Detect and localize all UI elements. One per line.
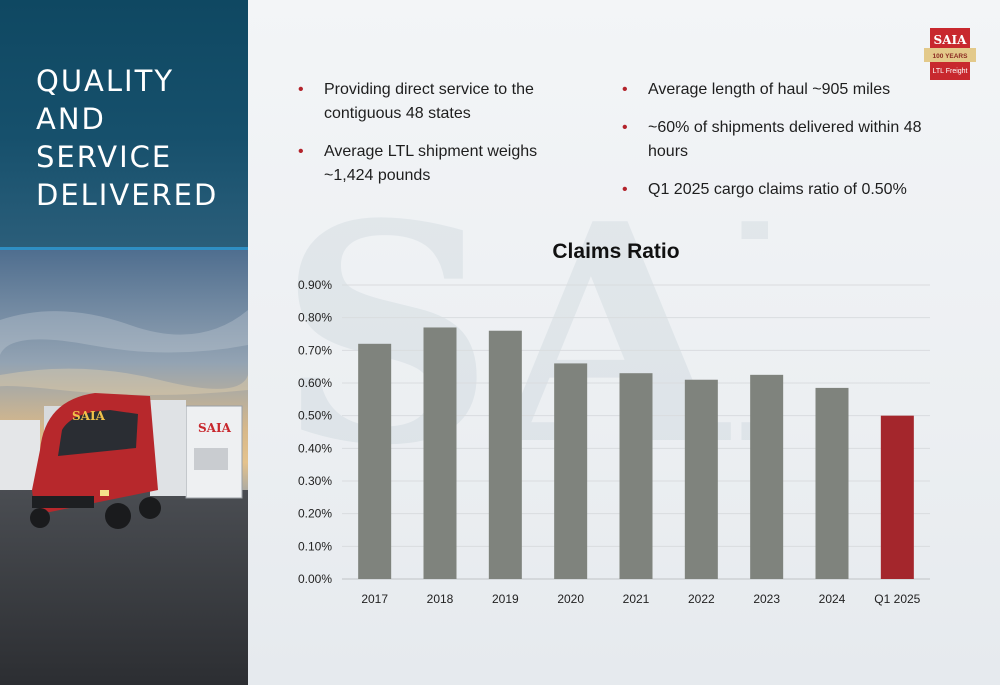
- bar-2018: [423, 327, 457, 579]
- left-panel: QUALITY AND SERVICE DELIVERED SAIA: [0, 0, 248, 685]
- logo-years: 100 YEARS: [933, 53, 969, 60]
- x-tick-label: 2022: [688, 592, 715, 606]
- bar-2020: [554, 363, 588, 579]
- y-tick-label: 0.60%: [298, 376, 332, 390]
- bullet-item: • Average length of haul ~905 miles: [622, 81, 891, 98]
- y-tick-label: 0.90%: [298, 278, 332, 292]
- bar-2017: [358, 343, 392, 579]
- bar-2021: [619, 373, 653, 579]
- x-axis: 2017 2018 2019 2020 2021 2022 2023 2024 Q1 2025: [361, 592, 920, 606]
- x-tick-label: 2024: [819, 592, 846, 606]
- bullet-item: • ~60% of shipments delivered within 48 h…: [622, 119, 922, 160]
- bullet-list-left: • Providing direct service to the contigu…: [298, 78, 578, 202]
- y-tick-label: 0.00%: [298, 572, 332, 586]
- truck-cab-logo: SAIA: [72, 409, 106, 423]
- bullet-item: • Average LTL shipment weighs ~1,424 poun…: [298, 143, 538, 184]
- truck-photo: SAIA SAIA: [0, 250, 248, 685]
- y-tick-label: 0.40%: [298, 441, 332, 455]
- logo-tagline: LTL Freight: [932, 68, 967, 75]
- x-tick-label: 2023: [753, 592, 780, 606]
- bar-q1-2025: [880, 415, 914, 579]
- bullet-list-right: • Average length of haul ~905 miles • ~60%…: [622, 78, 922, 216]
- bar-2024: [815, 387, 849, 579]
- claims-ratio-chart: Claims Ratio 0.00%0.10%0.20%0.30%0.40%0.…: [298, 240, 930, 606]
- trailer-logo: SAIA: [198, 421, 232, 435]
- y-axis: 0.00% 0.10% 0.20% 0.30% 0.40% 0.50% 0.60% 0.70%…: [298, 278, 332, 586]
- title-block: QUALITY AND SERVICE DELIVERED: [0, 0, 248, 250]
- bullet-item: • Q1 2025 cargo claims ratio of 0.50%: [622, 181, 907, 198]
- y-tick-label: 0.10%: [298, 539, 332, 553]
- slide-title: QUALITY AND SERVICE DELIVERED: [36, 64, 219, 212]
- saia-logo: SAIA 100 YEARS LTL Freight: [924, 28, 976, 80]
- bullet-item: • Providing direct service to the contigu…: [298, 81, 534, 122]
- y-tick-label: 0.70%: [298, 343, 332, 357]
- x-tick-label: 2021: [623, 592, 650, 606]
- x-tick-label: 2018: [427, 592, 454, 606]
- bar-layer: [358, 327, 914, 579]
- bar-2022: [684, 379, 718, 579]
- content-area: SAIA SAIA 100 YEARS LTL Freight •Providi…: [248, 0, 1000, 685]
- y-tick-label: 0.30%: [298, 474, 332, 488]
- bar-2019: [488, 330, 522, 579]
- x-tick-label: 2017: [361, 592, 388, 606]
- y-tick-label: 0.20%: [298, 507, 332, 521]
- x-tick-label: Q1 2025: [874, 592, 920, 606]
- y-tick-label: 0.80%: [298, 311, 332, 325]
- x-tick-label: 2019: [492, 592, 519, 606]
- bar-2023: [750, 374, 784, 579]
- chart-title: Claims Ratio: [552, 240, 679, 263]
- y-tick-label: 0.50%: [298, 409, 332, 423]
- logo-brand: SAIA: [934, 33, 968, 47]
- x-tick-label: 2020: [557, 592, 584, 606]
